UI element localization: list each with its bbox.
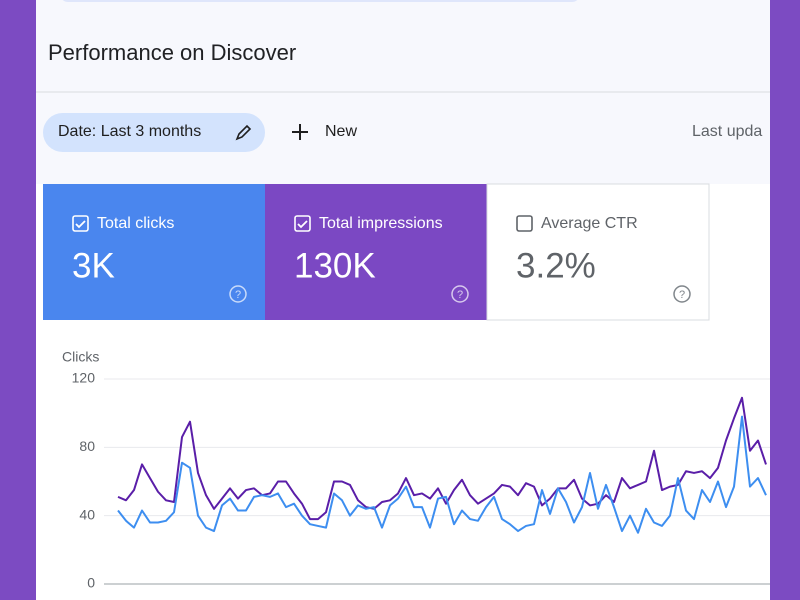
checkbox[interactable] — [72, 215, 89, 232]
card-bg — [265, 184, 487, 320]
series-line — [117, 415, 767, 534]
metric-card[interactable]: Total impressions 130K? — [265, 184, 487, 320]
card-value: 3.2% — [516, 246, 596, 285]
y-tick-label: 120 — [72, 370, 96, 386]
chart: Clicks 0 40 80 120 — [62, 349, 770, 591]
y-axis-label: Clicks — [62, 349, 99, 365]
help-icon[interactable] — [451, 285, 469, 303]
help-icon[interactable] — [673, 285, 691, 303]
date-chip[interactable]: Date: Last 3 months — [43, 113, 265, 152]
help-q: ? — [457, 289, 463, 301]
checkbox[interactable] — [516, 215, 533, 232]
series-line — [117, 396, 767, 521]
edit-icon — [235, 124, 252, 141]
card-label: Total clicks — [97, 215, 174, 232]
card-label: Total impressions — [319, 215, 443, 232]
checkbox[interactable] — [294, 215, 311, 232]
search-bar[interactable] — [60, 0, 580, 2]
card-label: Average CTR — [541, 215, 638, 232]
help-icon[interactable] — [229, 285, 247, 303]
page-title: Performance on Discover — [48, 40, 296, 65]
check-mark — [75, 220, 86, 229]
help-q: ? — [679, 289, 685, 301]
help-q: ? — [235, 289, 241, 301]
y-tick-label: 0 — [87, 575, 95, 591]
new-button[interactable]: New — [292, 123, 357, 140]
y-tick-label: 40 — [79, 506, 95, 522]
card-value: 130K — [294, 246, 376, 285]
y-tick-label: 80 — [79, 438, 95, 454]
new-label: New — [325, 123, 357, 140]
chip-label: Date: Last 3 months — [58, 123, 201, 140]
card-value: 3K — [72, 246, 115, 285]
chip-bg — [43, 113, 265, 152]
metric-card[interactable]: Total clicks 3K? — [43, 184, 265, 320]
card-bg — [486, 183, 710, 321]
last-updated: Last upda — [692, 123, 762, 140]
card-bg — [43, 184, 265, 320]
metric-card[interactable]: Average CTR 3.2%? — [486, 183, 710, 321]
check-mark — [297, 220, 308, 229]
plus-icon — [292, 124, 308, 140]
